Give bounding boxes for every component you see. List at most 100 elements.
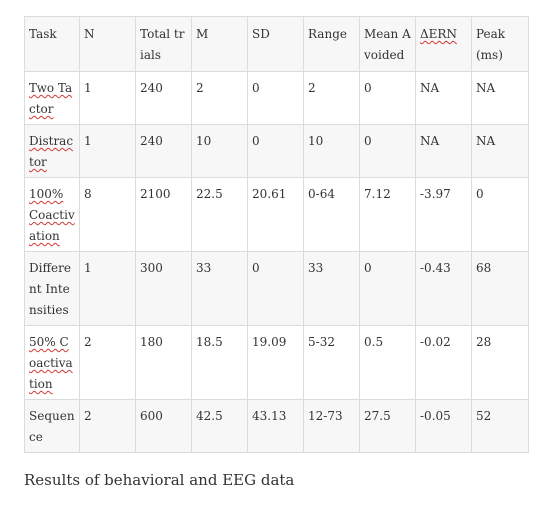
column-header: M	[191, 16, 248, 72]
cell-value: 42.5	[196, 409, 223, 423]
table-cell-range: 5-32	[303, 325, 360, 400]
cell-value: 52	[476, 409, 492, 423]
table-cell-task: Two Tactor	[24, 71, 80, 125]
table-body: Two Tactor 1 240 2 0 2 0 NA NA Distractor 1 240 10 0 1…	[24, 71, 529, 453]
table-header-row: Task N Total trials M SD Range Mean Avoided ΔER…	[24, 16, 529, 72]
table-cell-dern: -0.43	[415, 251, 472, 326]
cell-value: -0.43	[420, 261, 451, 275]
cell-value: 2100	[140, 187, 171, 201]
table-cell-n: 1	[79, 71, 136, 125]
table-row: Distractor 1 240 10 0 10 0 NA NA	[24, 124, 529, 178]
cell-value: NA	[420, 134, 440, 148]
table-cell-total: 240	[135, 71, 192, 125]
cell-value: Sequence	[29, 409, 75, 444]
column-header-label: Peak (ms)	[476, 27, 506, 62]
table-cell-dern: NA	[415, 124, 472, 178]
cell-value: 2	[196, 81, 204, 95]
table-cell-sd: 19.09	[247, 325, 304, 400]
cell-value: 7.12	[364, 187, 391, 201]
table-cell-peak: NA	[471, 71, 529, 125]
cell-value: Different Intensities	[29, 261, 71, 317]
table-cell-dern: -0.02	[415, 325, 472, 400]
table-cell-task: 100% Coactivation	[24, 177, 80, 252]
column-header-label: ΔERN	[420, 27, 457, 41]
table-cell-total: 300	[135, 251, 192, 326]
cell-value: -0.02	[420, 335, 451, 349]
cell-value: 180	[140, 335, 163, 349]
cell-value: 0-64	[308, 187, 335, 201]
column-header-label: Task	[29, 27, 57, 41]
table-row: 100% Coactivation 8 2100 22.5 20.61 0-64 7.12 -…	[24, 177, 529, 252]
cell-value: 600	[140, 409, 163, 423]
cell-value: NA	[476, 81, 496, 95]
cell-value: 19.09	[252, 335, 287, 349]
table-cell-peak: 52	[471, 399, 529, 453]
table-cell-total: 2100	[135, 177, 192, 252]
results-table-container: Task N Total trials M SD Range Mean Avoided ΔER…	[24, 16, 529, 453]
cell-value: 2	[84, 409, 92, 423]
column-header-label: Range	[308, 27, 347, 41]
table-caption: Results of behavioral and EEG data	[24, 471, 295, 489]
cell-value: 8	[84, 187, 92, 201]
table-cell-n: 2	[79, 399, 136, 453]
table-cell-total: 240	[135, 124, 192, 178]
column-header: Range	[303, 16, 360, 72]
column-header: Total trials	[135, 16, 192, 72]
table-cell-range: 12-73	[303, 399, 360, 453]
cell-value: 27.5	[364, 409, 391, 423]
cell-value: NA	[420, 81, 440, 95]
cell-value: 20.61	[252, 187, 287, 201]
table-cell-m: 18.5	[191, 325, 248, 400]
cell-value: 300	[140, 261, 163, 275]
table-cell-m: 22.5	[191, 177, 248, 252]
table-cell-range: 0-64	[303, 177, 360, 252]
table-cell-peak: 0	[471, 177, 529, 252]
table-row: Two Tactor 1 240 2 0 2 0 NA NA	[24, 71, 529, 125]
cell-value: 0	[364, 261, 372, 275]
cell-value: 0.5	[364, 335, 384, 349]
column-header: SD	[247, 16, 304, 72]
cell-value: 43.13	[252, 409, 287, 423]
table-cell-peak: 28	[471, 325, 529, 400]
table-cell-m: 2	[191, 71, 248, 125]
cell-value: 68	[476, 261, 492, 275]
cell-value: 240	[140, 81, 163, 95]
cell-value: 1	[84, 134, 92, 148]
column-header: N	[79, 16, 136, 72]
table-cell-dern: -0.05	[415, 399, 472, 453]
table-cell-total: 180	[135, 325, 192, 400]
column-header-label: SD	[252, 27, 270, 41]
cell-value: 1	[84, 261, 92, 275]
cell-value: 50% Coactivation	[29, 335, 73, 391]
column-header: Peak (ms)	[471, 16, 529, 72]
table-cell-sd: 0	[247, 251, 304, 326]
table-cell-mean-avoided: 7.12	[359, 177, 416, 252]
cell-value: 12-73	[308, 409, 343, 423]
cell-value: 0	[476, 187, 484, 201]
cell-value: 33	[308, 261, 324, 275]
table-cell-mean-avoided: 0.5	[359, 325, 416, 400]
cell-value: 1	[84, 81, 92, 95]
table-cell-range: 10	[303, 124, 360, 178]
table-cell-sd: 0	[247, 124, 304, 178]
cell-value: 18.5	[196, 335, 223, 349]
cell-value: Two Tactor	[29, 81, 73, 116]
table-cell-sd: 0	[247, 71, 304, 125]
table-cell-task: 50% Coactivation	[24, 325, 80, 400]
table-cell-mean-avoided: 0	[359, 124, 416, 178]
table-cell-sd: 20.61	[247, 177, 304, 252]
cell-value: 5-32	[308, 335, 335, 349]
column-header: Task	[24, 16, 80, 72]
cell-value: 28	[476, 335, 492, 349]
results-table: Task N Total trials M SD Range Mean Avoided ΔER…	[24, 16, 529, 453]
column-header: ΔERN	[415, 16, 472, 72]
column-header-label: N	[84, 27, 95, 41]
cell-value: -0.05	[420, 409, 451, 423]
table-cell-dern: -3.97	[415, 177, 472, 252]
table-row: 50% Coactivation 2 180 18.5 19.09 5-32 0.5 -0.0…	[24, 325, 529, 400]
cell-value: -3.97	[420, 187, 451, 201]
table-cell-n: 1	[79, 251, 136, 326]
table-cell-task: Distractor	[24, 124, 80, 178]
table-cell-m: 33	[191, 251, 248, 326]
table-row: Sequence 2 600 42.5 43.13 12-73 27.5 -0.05 52	[24, 399, 529, 453]
